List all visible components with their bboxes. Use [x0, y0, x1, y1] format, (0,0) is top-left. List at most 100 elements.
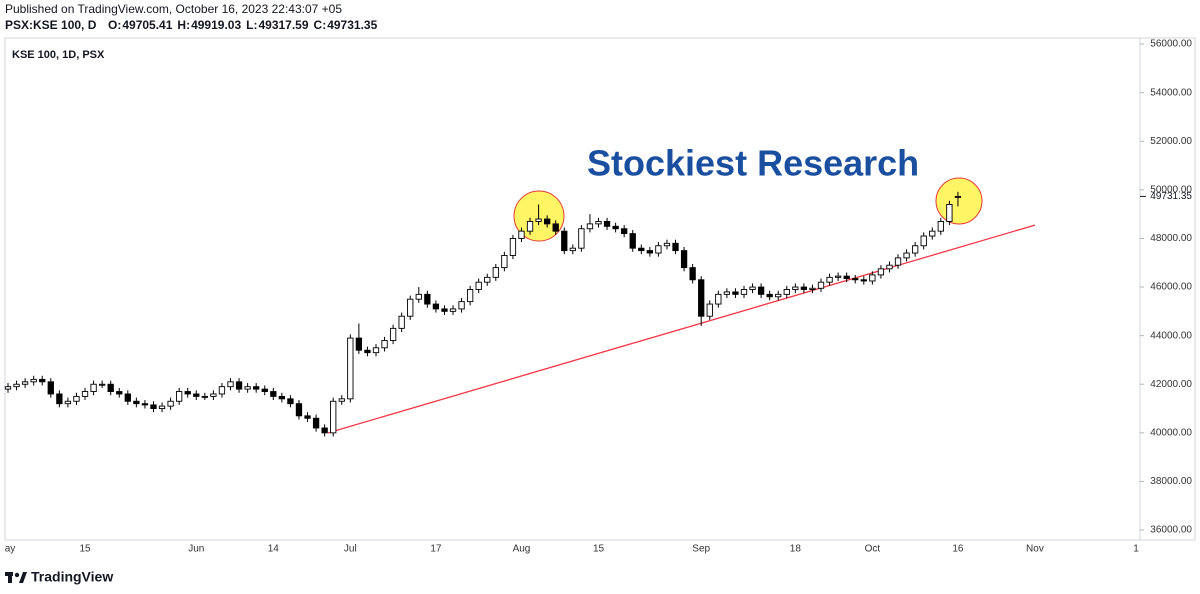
candle-body	[826, 276, 833, 283]
candle-body	[81, 391, 89, 397]
ohlc-label: C:	[314, 18, 327, 32]
candle-body	[47, 381, 54, 395]
candle-body	[21, 381, 29, 385]
candle-body	[646, 250, 654, 254]
candle-body	[218, 386, 226, 395]
ohlc-header: O: 49705.41 H: 49919.03 L: 49317.59 C: 49731.35	[108, 18, 378, 32]
candle-body	[484, 276, 491, 283]
candle-body	[210, 393, 217, 397]
candle-body	[415, 293, 422, 300]
candle-body	[424, 293, 431, 305]
y-tick-label: 56000.00	[1150, 39, 1192, 50]
last-price-label: 49731.35	[1150, 191, 1192, 202]
candle-body	[920, 235, 927, 247]
chart-frame	[4, 37, 1196, 541]
y-tick-label: 50000.00	[1150, 185, 1192, 196]
candle-body	[133, 400, 140, 405]
candle-body	[73, 395, 80, 402]
candle-body	[860, 279, 867, 282]
candle-body	[809, 287, 816, 290]
candle-body	[270, 391, 277, 397]
candle-body	[852, 278, 859, 281]
candle-body	[13, 383, 20, 388]
candle-body	[586, 223, 594, 230]
candle-body	[407, 298, 414, 317]
ohlc-value: 49705.41	[122, 18, 172, 32]
candle-body	[535, 218, 542, 222]
candle-body	[518, 230, 525, 239]
candle-body	[706, 303, 713, 317]
candle-body	[740, 289, 748, 295]
candle-body	[372, 347, 380, 354]
ohlc-label: L:	[246, 18, 257, 32]
candle-body	[107, 383, 114, 392]
candle-body	[911, 245, 919, 254]
candle-body	[150, 404, 157, 409]
candle-body	[595, 221, 602, 225]
candle-body	[655, 245, 662, 254]
candle-body	[663, 242, 671, 247]
candle-body	[287, 398, 294, 405]
candle-body	[466, 289, 474, 303]
candle-body	[792, 286, 799, 290]
candle-body	[561, 230, 568, 252]
legend: KSE 100, 1D, PSX	[12, 49, 105, 61]
x-tick-label: 1	[1133, 544, 1139, 555]
candle-body	[381, 340, 388, 349]
candle-body	[544, 218, 551, 225]
candle-body	[261, 388, 268, 392]
candle-body	[894, 257, 902, 266]
candle-body	[449, 308, 457, 312]
candle-body	[193, 393, 200, 397]
ohlc-value: 49731.35	[327, 18, 377, 32]
candle-body	[330, 400, 337, 434]
x-tick-label: 14	[268, 544, 280, 555]
x-tick-label: Jul	[344, 544, 357, 555]
y-tick-label: 44000.00	[1150, 330, 1192, 341]
candle-body	[278, 395, 286, 400]
candle-body	[364, 349, 371, 354]
candle-body	[30, 378, 37, 383]
candle-body	[680, 250, 688, 269]
candle-body	[458, 301, 465, 310]
ohlc-value: 49919.03	[191, 18, 241, 32]
candle-body	[201, 395, 208, 398]
ohlc-value: 49317.59	[258, 18, 308, 32]
candle-body	[569, 247, 576, 252]
y-tick-label: 48000.00	[1150, 233, 1192, 244]
trendline	[327, 224, 1036, 434]
candle-body	[766, 293, 773, 298]
y-tick-label: 42000.00	[1150, 379, 1192, 390]
candle-body	[903, 252, 910, 259]
candle-body	[4, 386, 12, 390]
candle-body	[441, 308, 448, 312]
candle-body	[621, 228, 628, 235]
candle-body	[398, 315, 405, 329]
brand-logo	[5, 572, 27, 583]
candle-body	[775, 293, 782, 298]
candle-body	[672, 242, 679, 252]
candle-body	[843, 275, 850, 280]
x-tick-label: Nov	[1026, 544, 1044, 555]
y-tick-label: 40000.00	[1150, 427, 1192, 438]
candle-body	[946, 203, 953, 222]
candle-body	[295, 403, 303, 417]
candle-body	[578, 228, 585, 249]
candle-body	[176, 391, 183, 402]
candle-body	[304, 415, 311, 419]
candle-body	[698, 279, 705, 317]
highlight-circle	[935, 177, 983, 225]
candle-body	[56, 393, 63, 405]
candle-body	[612, 225, 619, 230]
candle-body	[116, 391, 123, 395]
candle-body	[355, 337, 363, 351]
candle-body	[389, 327, 397, 341]
y-tick-label: 54000.00	[1150, 87, 1192, 98]
candle-body	[800, 286, 808, 290]
y-tick-label: 52000.00	[1150, 136, 1192, 147]
candle-body	[929, 230, 936, 237]
x-tick-label: ay	[5, 544, 16, 555]
y-tick-label: 46000.00	[1150, 282, 1192, 293]
candle-body	[90, 383, 97, 392]
candle-body	[338, 398, 345, 402]
